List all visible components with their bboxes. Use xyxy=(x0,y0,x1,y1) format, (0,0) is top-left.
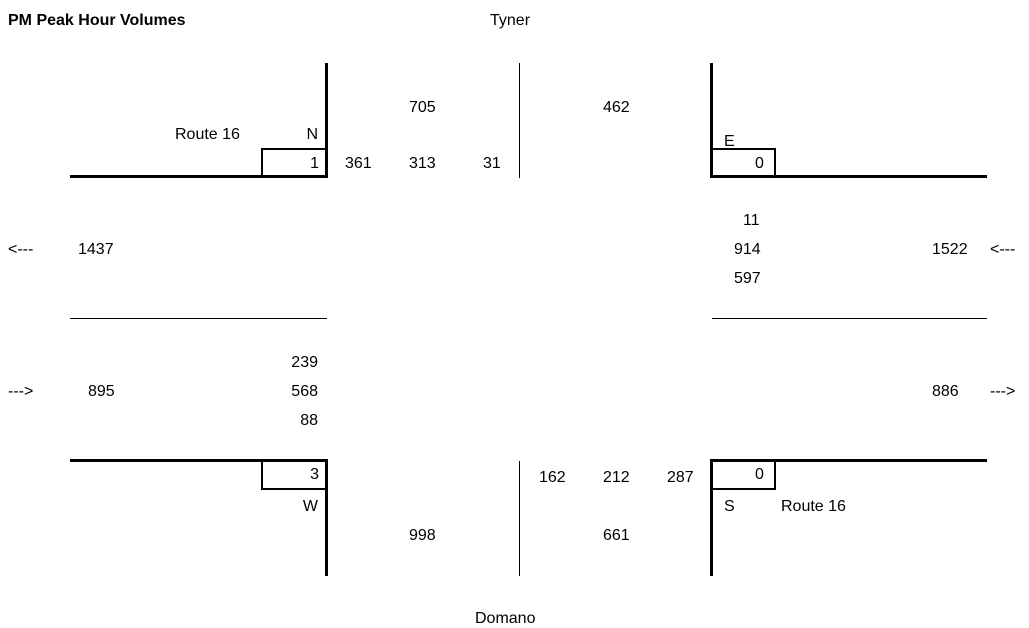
ne-curb-horizontal xyxy=(710,175,987,178)
south-box: 0 xyxy=(710,459,776,490)
north-left-volume: 31 xyxy=(483,155,501,172)
west-box-value: 3 xyxy=(310,466,319,483)
north-inbound-volume: 462 xyxy=(603,99,630,116)
diagram-title: PM Peak Hour Volumes xyxy=(8,12,186,29)
east-box-value: 0 xyxy=(755,155,764,172)
west-through-volume: 568 xyxy=(291,383,318,400)
se-curb-vertical xyxy=(710,459,713,576)
west-exit-total: 1437 xyxy=(78,241,114,258)
east-box: 0 xyxy=(710,148,776,178)
east-median-line xyxy=(712,318,987,319)
south-approach-letter: S xyxy=(724,498,735,515)
west-arrow-right: ---> xyxy=(8,383,34,400)
east-left-volume: 11 xyxy=(743,212,760,229)
west-right-volume: 88 xyxy=(300,412,318,429)
east-arrow-left: <--- xyxy=(990,241,1016,258)
south-street-label: Domano xyxy=(475,610,536,627)
west-box: 3 xyxy=(261,459,327,490)
north-outbound-volume: 705 xyxy=(409,99,436,116)
se-curb-horizontal xyxy=(710,459,987,462)
north-through-volume: 313 xyxy=(409,155,436,172)
north-median-line xyxy=(519,63,520,178)
south-median-line xyxy=(519,461,520,576)
south-right-volume: 287 xyxy=(667,469,694,486)
north-box-value: 1 xyxy=(310,155,319,172)
east-through-volume: 914 xyxy=(734,241,761,258)
east-approach-letter: E xyxy=(724,133,735,150)
south-box-value: 0 xyxy=(755,466,764,483)
sw-curb-vertical xyxy=(325,459,328,576)
west-street-label: Route 16 xyxy=(175,126,240,143)
east-arrow-right: ---> xyxy=(990,383,1016,400)
nw-curb-horizontal xyxy=(70,175,327,178)
south-inbound-volume: 998 xyxy=(409,527,436,544)
nw-curb-vertical xyxy=(325,63,328,178)
west-arrow-left: <--- xyxy=(8,241,34,258)
south-through-volume: 212 xyxy=(603,469,630,486)
west-left-volume: 239 xyxy=(291,354,318,371)
north-box: 1 xyxy=(261,148,327,178)
east-approach-total: 1522 xyxy=(932,241,968,258)
north-approach-letter: N xyxy=(306,126,318,143)
north-street-label: Tyner xyxy=(490,12,531,29)
west-median-line xyxy=(70,318,327,319)
south-left-volume: 162 xyxy=(539,469,566,486)
ne-curb-vertical xyxy=(710,63,713,178)
north-right-volume: 361 xyxy=(345,155,372,172)
west-approach-letter: W xyxy=(302,498,318,515)
east-exit-total: 886 xyxy=(932,383,959,400)
east-street-label: Route 16 xyxy=(781,498,846,515)
east-right-volume: 597 xyxy=(734,270,761,287)
south-outbound-volume: 661 xyxy=(603,527,630,544)
west-approach-total: 895 xyxy=(88,383,115,400)
sw-curb-horizontal xyxy=(70,459,327,462)
